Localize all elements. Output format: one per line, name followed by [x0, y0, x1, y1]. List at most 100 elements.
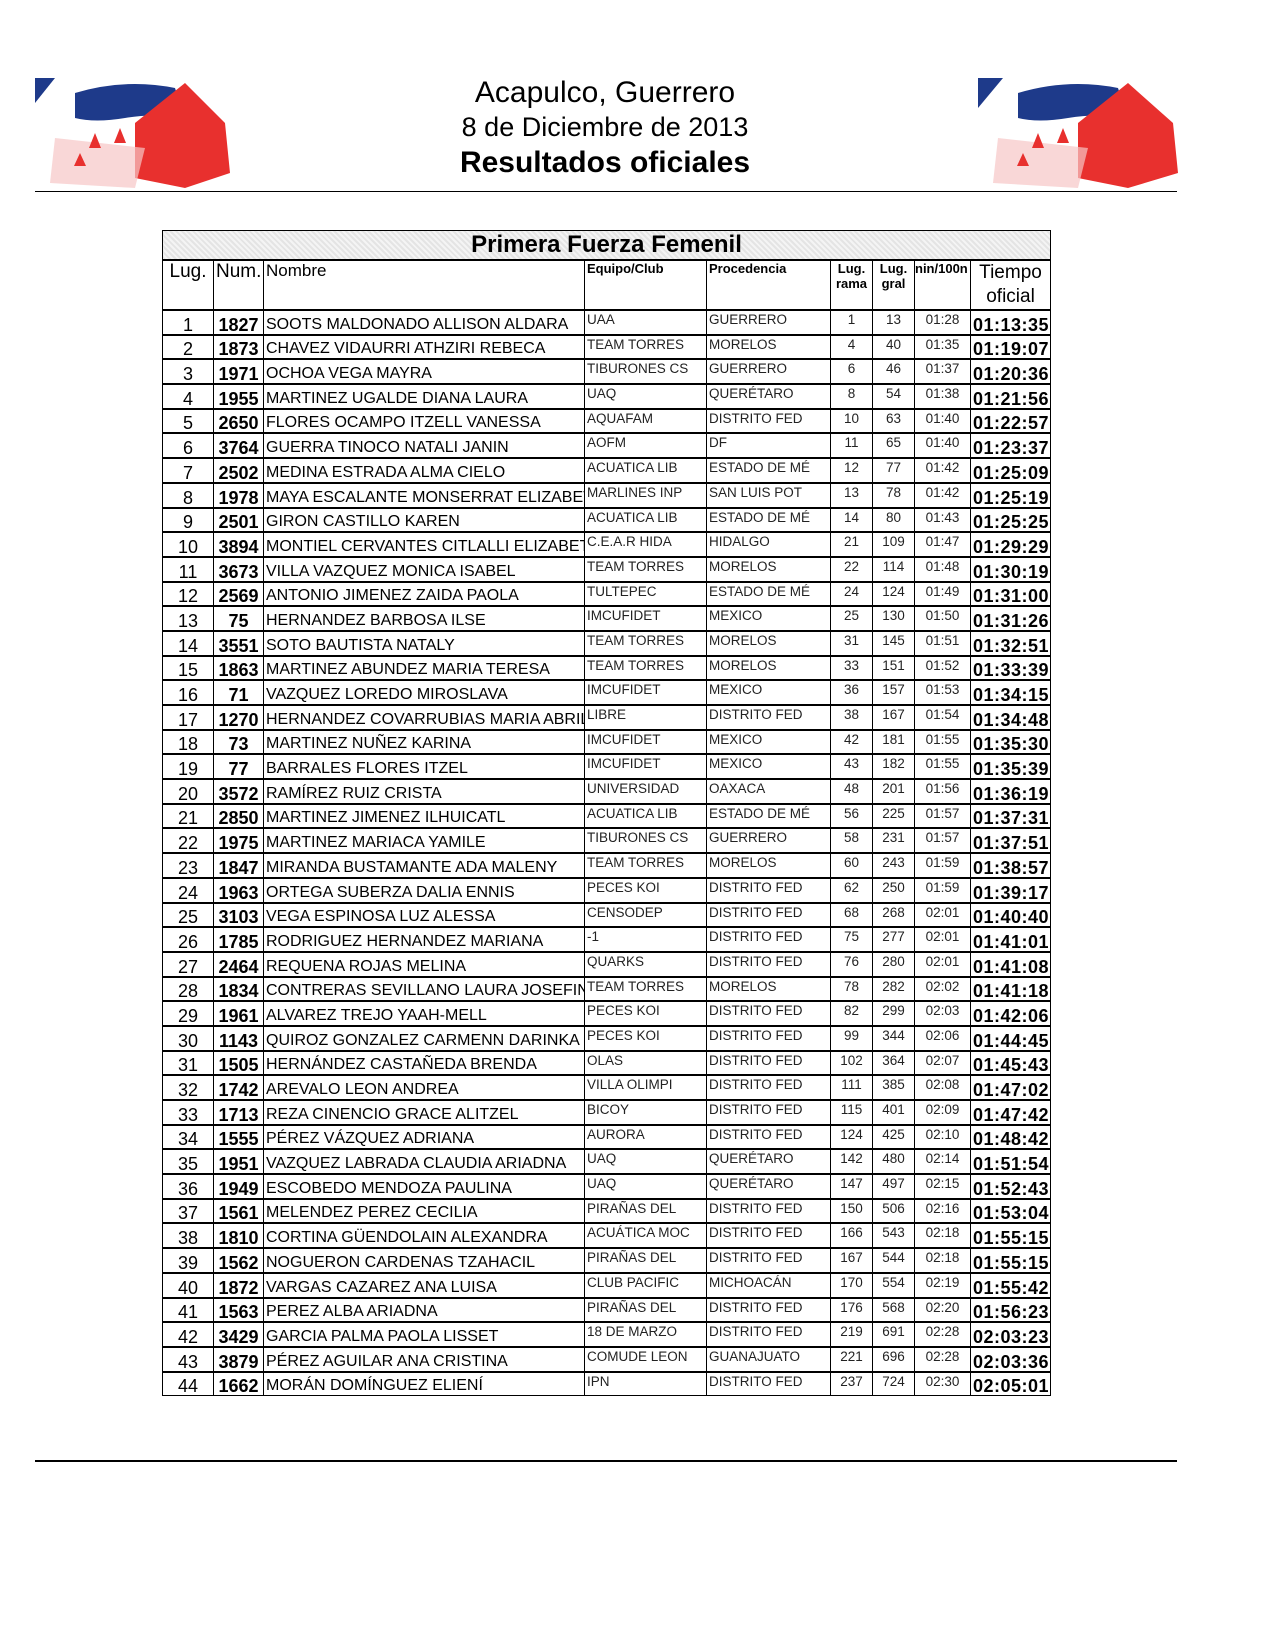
- table-row: 25 3103 VEGA ESPINOSA LUZ ALESSA CENSODEP DI…: [162, 902, 1052, 928]
- place-overall: 167: [872, 704, 915, 731]
- place-category: 58: [830, 827, 873, 854]
- place: 17: [162, 704, 214, 731]
- place: 41: [162, 1297, 214, 1323]
- pace-per-100m: 02:08: [914, 1074, 971, 1101]
- place-overall: 231: [872, 827, 915, 854]
- table-row: 9 2501 GIRON CASTILLO KAREN ACUATICA LIB EST…: [162, 507, 1052, 533]
- athlete-name: PÉREZ AGUILAR ANA CRISTINA: [263, 1346, 585, 1373]
- pace-per-100m: 01:42: [914, 457, 971, 484]
- origin: SAN LUIS POT: [706, 482, 831, 508]
- place-overall: 344: [872, 1025, 915, 1052]
- official-time: 01:25:09: [969, 457, 1052, 484]
- athlete-name: VILLA VAZQUEZ MONICA ISABEL: [263, 556, 585, 583]
- official-time: 01:23:37: [969, 432, 1052, 459]
- table-row: 7 2502 MEDINA ESTRADA ALMA CIELO ACUATICA L…: [162, 457, 1052, 484]
- team-club: AURORA: [584, 1124, 707, 1150]
- athlete-name: CORTINA GÜENDOLAIN ALEXANDRA: [263, 1222, 585, 1249]
- athlete-name: REZA CINENCIO GRACE ALITZEL: [263, 1099, 585, 1126]
- table-row: 28 1834 CONTRERAS SEVILLANO LAURA JOSEFINA…: [162, 976, 1052, 1002]
- place-overall: 130: [872, 605, 915, 632]
- place: 20: [162, 778, 214, 805]
- athlete-name: HERNANDEZ COVARRUBIAS MARIA ABRIL: [263, 704, 585, 731]
- pace-per-100m: 02:28: [914, 1321, 971, 1348]
- team-club: PIRAÑAS DEL: [584, 1247, 707, 1274]
- athlete-name: NOGUERON CARDENAS TZAHACIL: [263, 1247, 585, 1274]
- table-row: 16 71 VAZQUEZ LOREDO MIROSLAVA IMCUFIDET MEX…: [162, 679, 1052, 706]
- pace-per-100m: 01:57: [914, 827, 971, 854]
- pace-per-100m: 02:07: [914, 1050, 971, 1076]
- pace-per-100m: 01:43: [914, 507, 971, 533]
- place-category: 167: [830, 1247, 873, 1274]
- team-club: QUARKS: [584, 951, 707, 978]
- team-club: IMCUFIDET: [584, 605, 707, 632]
- pace-per-100m: 01:40: [914, 408, 971, 434]
- table-row: 6 3764 GUERRA TINOCO NATALI JANIN AOFM DF 11 6…: [162, 432, 1052, 459]
- place: 23: [162, 852, 214, 879]
- official-time: 01:53:04: [969, 1198, 1052, 1224]
- bib-number: 1971: [213, 358, 264, 385]
- official-time: 01:55:42: [969, 1272, 1052, 1298]
- place-category: 124: [830, 1124, 873, 1150]
- pace-per-100m: 02:20: [914, 1297, 971, 1323]
- bib-number: 1847: [213, 852, 264, 879]
- place: 18: [162, 729, 214, 755]
- table-row: 32 1742 AREVALO LEON ANDREA VILLA OLIMPI DIS…: [162, 1074, 1052, 1101]
- place: 7: [162, 457, 214, 484]
- athlete-name: RAMÍREZ RUIZ CRISTA: [263, 778, 585, 805]
- place-category: 10: [830, 408, 873, 434]
- place-category: 43: [830, 753, 873, 780]
- athlete-name: AREVALO LEON ANDREA: [263, 1074, 585, 1101]
- official-time: 01:31:26: [969, 605, 1052, 632]
- pace-per-100m: 02:01: [914, 951, 971, 978]
- table-row: 14 3551 SOTO BAUTISTA NATALY TEAM TORRES MOR…: [162, 630, 1052, 657]
- table-row: 20 3572 RAMÍREZ RUIZ CRISTA UNIVERSIDAD OAXA…: [162, 778, 1052, 805]
- table-row: 1 1827 SOOTS MALDONADO ALLISON ALDARA UAA GU…: [162, 309, 1052, 336]
- table-row: 24 1963 ORTEGA SUBERZA DALIA ENNIS PECES KO…: [162, 877, 1052, 903]
- team-club: TEAM TORRES: [584, 630, 707, 657]
- place-category: 22: [830, 556, 873, 583]
- col-lug-rama: Lug. rama: [830, 259, 873, 311]
- pace-per-100m: 01:35: [914, 334, 971, 360]
- col-num: Num.: [213, 259, 264, 311]
- bib-number: 1827: [213, 309, 264, 336]
- team-club: ACUATICA LIB: [584, 457, 707, 484]
- col-nombre: Nombre: [263, 259, 585, 311]
- bib-number: 1963: [213, 877, 264, 903]
- athlete-name: MELENDEZ PEREZ CECILIA: [263, 1198, 585, 1224]
- table-row: 21 2850 MARTINEZ JIMENEZ ILHUICATL ACUATICA…: [162, 803, 1052, 829]
- official-time: 01:52:43: [969, 1173, 1052, 1200]
- pace-per-100m: 01:40: [914, 432, 971, 459]
- place-overall: 544: [872, 1247, 915, 1274]
- table-row: 29 1961 ALVAREZ TREJO YAAH-MELL PECES KOI DI…: [162, 1000, 1052, 1027]
- table-row: 22 1975 MARTINEZ MARIACA YAMILE TIBURONES C…: [162, 827, 1052, 854]
- team-club: TULTEPEC: [584, 581, 707, 607]
- athlete-name: REQUENA ROJAS MELINA: [263, 951, 585, 978]
- place-overall: 65: [872, 432, 915, 459]
- place-overall: 480: [872, 1148, 915, 1175]
- bib-number: 3673: [213, 556, 264, 583]
- place-category: 48: [830, 778, 873, 805]
- table-row: 4 1955 MARTINEZ UGALDE DIANA LAURA UAQ QUERÉ…: [162, 383, 1052, 410]
- table-row: 10 3894 MONTIEL CERVANTES CITLALLI ELIZABE…: [162, 531, 1052, 558]
- results-table: Primera Fuerza Femenil Lug. Num. Nombre …: [161, 230, 1052, 1397]
- team-club: TEAM TORRES: [584, 556, 707, 583]
- pace-per-100m: 01:48: [914, 556, 971, 583]
- place-category: 31: [830, 630, 873, 657]
- place-overall: 543: [872, 1222, 915, 1249]
- place-overall: 282: [872, 976, 915, 1002]
- athlete-name: GUERRA TINOCO NATALI JANIN: [263, 432, 585, 459]
- table-row: 8 1978 MAYA ESCALANTE MONSERRAT ELIZABETH M…: [162, 482, 1052, 508]
- table-row: 5 2650 FLORES OCAMPO ITZELL VANESSA AQUAFAM…: [162, 408, 1052, 434]
- place: 6: [162, 432, 214, 459]
- bib-number: 1872: [213, 1272, 264, 1298]
- pace-per-100m: 02:18: [914, 1222, 971, 1249]
- athlete-name: MAYA ESCALANTE MONSERRAT ELIZABETH: [263, 482, 585, 508]
- place: 35: [162, 1148, 214, 1175]
- pace-per-100m: 01:50: [914, 605, 971, 632]
- pace-per-100m: 01:47: [914, 531, 971, 558]
- place-overall: 250: [872, 877, 915, 903]
- place-overall: 54: [872, 383, 915, 410]
- table-row: 43 3879 PÉREZ AGUILAR ANA CRISTINA COMUDE L…: [162, 1346, 1052, 1373]
- table-row: 19 77 BARRALES FLORES ITZEL IMCUFIDET MEXICO…: [162, 753, 1052, 780]
- place: 30: [162, 1025, 214, 1052]
